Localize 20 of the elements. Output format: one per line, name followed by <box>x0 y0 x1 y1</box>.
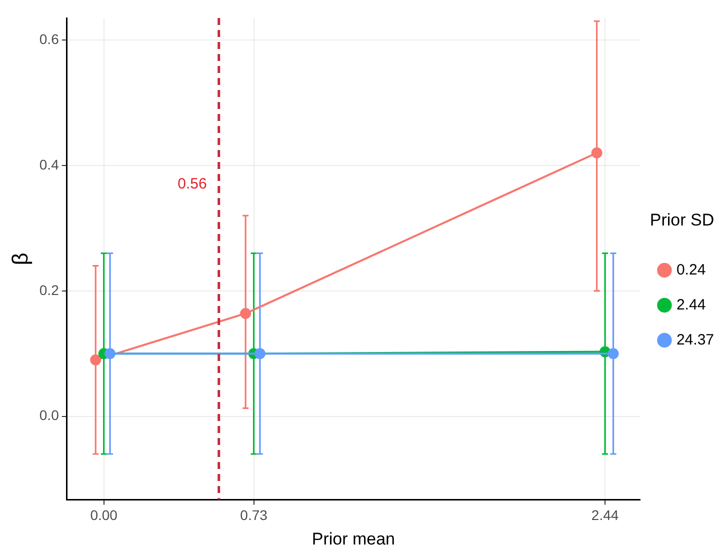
x-tick-label: 0.00 <box>90 507 118 524</box>
ref-line-label: 0.56 <box>178 175 207 192</box>
x-tick-label: 2.44 <box>591 507 619 524</box>
legend-title: Prior SD <box>650 210 714 230</box>
y-tick-label: 0.2 <box>39 282 60 298</box>
y-tick-label: 0.6 <box>39 30 60 47</box>
legend-label: 24.37 <box>676 331 714 348</box>
point <box>104 348 116 360</box>
legend-label: 2.44 <box>676 296 706 314</box>
y-tick-label: 0.0 <box>39 407 60 424</box>
legend-label: 0.24 <box>676 261 706 278</box>
point <box>608 348 619 360</box>
y-axis-title: β <box>7 252 32 266</box>
point <box>90 354 102 366</box>
point <box>240 308 252 319</box>
x-tick-label: 0.73 <box>240 507 268 524</box>
x-axis-title: Prior mean <box>312 529 395 548</box>
point <box>254 348 266 360</box>
point <box>591 147 602 158</box>
y-tick-label: 0.4 <box>39 156 60 172</box>
